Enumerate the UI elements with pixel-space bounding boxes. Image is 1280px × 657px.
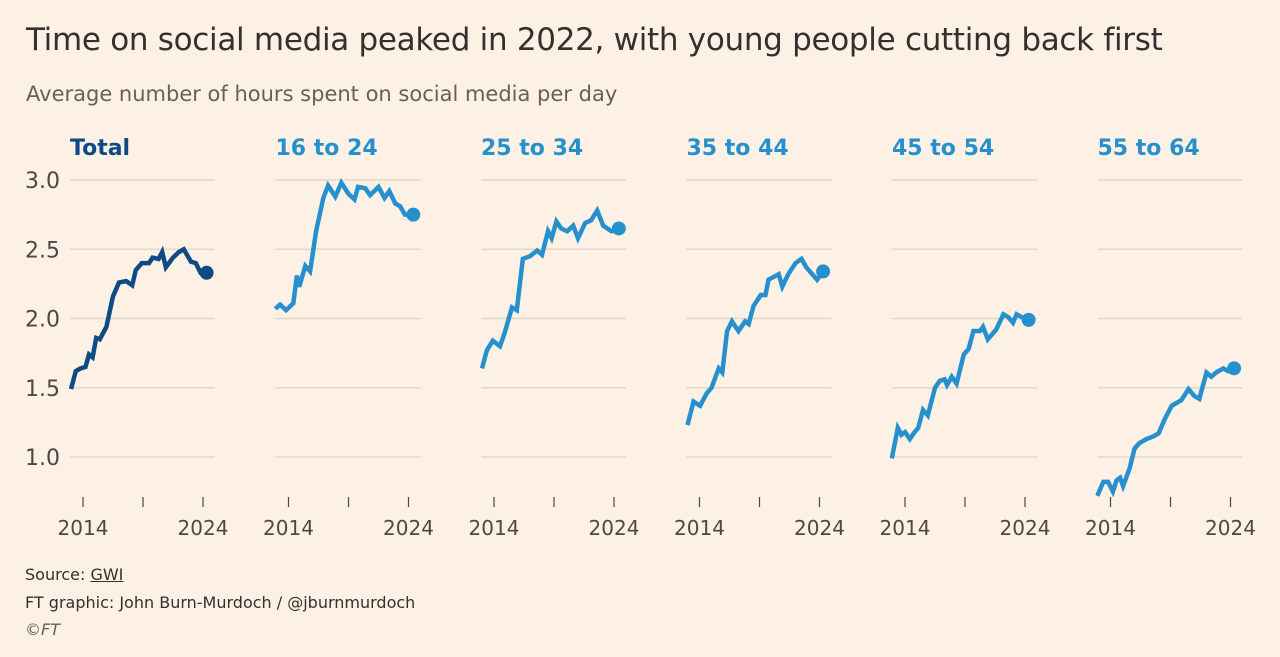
- series-line: [1095, 365, 1236, 498]
- source-label: Source:: [25, 565, 91, 584]
- copyright: ©FT: [25, 620, 60, 639]
- x-tick-label: 2024: [794, 516, 845, 540]
- series-end-dot: [611, 221, 626, 236]
- series-line: [273, 178, 414, 314]
- series-line: [68, 245, 207, 390]
- panel-25-to-34: 25 to 34 2014 2024: [469, 136, 640, 540]
- x-tick-label: 2014: [1085, 516, 1136, 540]
- chart-title: Time on social media peaked in 2022, wit…: [26, 22, 1163, 58]
- x-tick-label: 2024: [178, 516, 229, 540]
- panel-label: 35 to 44: [687, 136, 789, 161]
- credit-line: FT graphic: John Burn-Murdoch / @jburnmu…: [25, 593, 416, 612]
- panel-35-to-44: 35 to 44 2014 2024: [674, 136, 845, 540]
- panel-16-to-24: 16 to 24 2014 2024: [263, 136, 434, 540]
- series-end-dot: [199, 265, 214, 280]
- x-tick-label: 2024: [589, 516, 640, 540]
- x-tick-label: 2014: [469, 516, 520, 540]
- panel-label: Total: [70, 136, 130, 161]
- series-end-dot: [1021, 312, 1036, 327]
- panel-total: Total 2014 2024: [58, 136, 229, 540]
- series-line: [685, 255, 825, 426]
- panel-45-to-54: 45 to 54 2014 2024: [880, 136, 1051, 540]
- y-tick-label: 2.5: [25, 238, 60, 263]
- x-tick-label: 2014: [263, 516, 314, 540]
- series-end-dot: [816, 264, 831, 279]
- x-tick-label: 2024: [1000, 516, 1051, 540]
- chart-subtitle: Average number of hours spent on social …: [26, 82, 618, 106]
- x-tick-label: 2014: [674, 516, 725, 540]
- series-end-dot: [406, 207, 421, 222]
- x-tick-label: 2024: [383, 516, 434, 540]
- y-tick-label: 1.5: [25, 377, 60, 402]
- y-tick-label: 1.0: [25, 446, 60, 471]
- series-end-dot: [1227, 361, 1242, 376]
- panel-55-to-64: 55 to 64 2014 2024: [1085, 136, 1256, 540]
- small-multiples-chart: 3.0 2.5 2.0 1.5 1.0 Total 2014 2024 16 to 24 2014…: [25, 136, 1256, 540]
- series-line: [889, 311, 1030, 459]
- x-tick-label: 2014: [880, 516, 931, 540]
- source-link[interactable]: GWI: [90, 565, 124, 584]
- panel-label: 55 to 64: [1098, 136, 1200, 161]
- source-line: Source: GWI: [25, 565, 123, 584]
- x-tick-label: 2014: [58, 516, 109, 540]
- panel-label: 16 to 24: [276, 136, 378, 161]
- x-tick-label: 2024: [1205, 516, 1256, 540]
- series-line: [479, 205, 620, 369]
- y-tick-label: 2.0: [25, 308, 60, 333]
- panel-label: 25 to 34: [481, 136, 583, 161]
- y-tick-label: 3.0: [25, 169, 60, 194]
- panel-label: 45 to 54: [892, 136, 994, 161]
